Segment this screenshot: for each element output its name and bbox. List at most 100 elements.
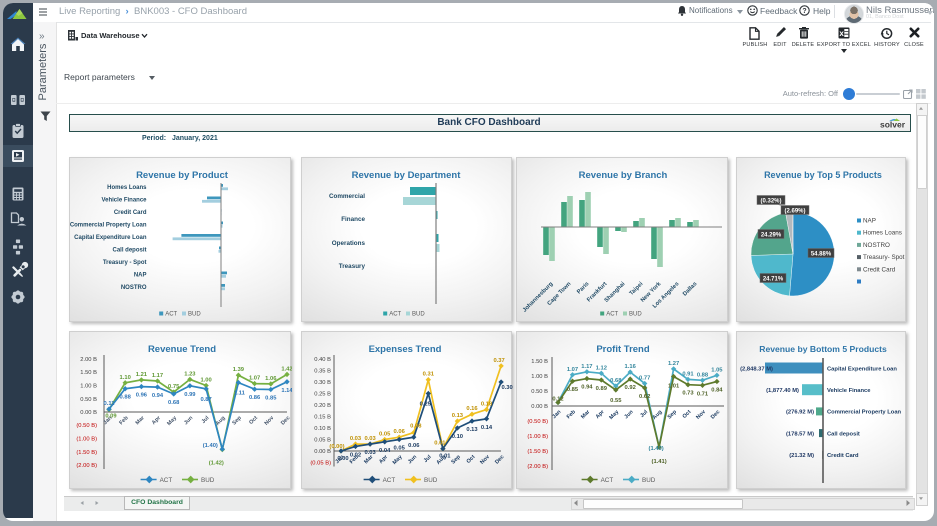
svg-text:Jan: Jan	[551, 409, 562, 420]
svg-text:Credit Card: Credit Card	[863, 266, 896, 273]
svg-text:0.00: 0.00	[337, 456, 348, 462]
svg-text:1.10: 1.10	[120, 375, 131, 381]
svg-text:Dallas: Dallas	[682, 281, 698, 297]
svg-text:(0.00): (0.00)	[329, 444, 344, 450]
svg-text:(2,848.37 M): (2,848.37 M)	[740, 366, 773, 372]
svg-text:Revenue by Bottom 5 Products: Revenue by Bottom 5 Products	[759, 344, 887, 354]
svg-text:Johannesburg: Johannesburg	[522, 281, 555, 314]
svg-text:Homes Loans: Homes Loans	[107, 185, 147, 191]
svg-text:0.00 B: 0.00 B	[80, 410, 97, 416]
svg-text:1.00 B: 1.00 B	[531, 374, 548, 380]
svg-text:Feb: Feb	[566, 409, 578, 421]
svg-text:(1.40): (1.40)	[203, 443, 218, 449]
svg-text:0.73: 0.73	[682, 391, 694, 397]
svg-text:BUD: BUD	[201, 477, 215, 484]
svg-text:0.30: 0.30	[501, 385, 512, 391]
svg-text:Sep: Sep	[450, 454, 462, 466]
svg-text:0.87: 0.87	[200, 397, 211, 403]
svg-text:0.01: 0.01	[434, 441, 446, 447]
svg-text:Jan: Jan	[334, 454, 345, 465]
svg-text:Apr: Apr	[151, 415, 163, 427]
svg-text:Operations: Operations	[332, 240, 366, 247]
svg-text:0.86: 0.86	[249, 395, 261, 401]
svg-text:0.40 B: 0.40 B	[314, 357, 331, 363]
svg-text:1.42: 1.42	[281, 366, 292, 372]
svg-text:(21.32 M): (21.32 M)	[789, 453, 814, 459]
svg-text:Oct: Oct	[466, 454, 477, 465]
svg-text:May: May	[166, 415, 178, 427]
svg-text:NAP: NAP	[134, 273, 147, 279]
svg-text:Jun: Jun	[183, 415, 195, 427]
svg-text:0.00 B: 0.00 B	[314, 449, 331, 455]
svg-text:1.21: 1.21	[136, 372, 148, 378]
svg-text:Commercial: Commercial	[329, 193, 365, 200]
svg-text:Vehicle Finance: Vehicle Finance	[827, 388, 871, 394]
svg-text:0.75: 0.75	[168, 384, 180, 390]
svg-text:0.85: 0.85	[265, 396, 277, 402]
svg-text:1.50 B: 1.50 B	[531, 359, 548, 365]
svg-text:Paris: Paris	[576, 281, 590, 295]
svg-text:1.07: 1.07	[249, 376, 260, 382]
svg-text:1.17: 1.17	[152, 373, 163, 379]
svg-text:Aug: Aug	[215, 415, 227, 427]
svg-text:0.68: 0.68	[168, 400, 180, 406]
svg-text:0.10 B: 0.10 B	[314, 426, 331, 432]
svg-text:Capital Expenditure Loan: Capital Expenditure Loan	[827, 366, 897, 372]
svg-text:Mar: Mar	[580, 409, 592, 421]
svg-text:0.50 B: 0.50 B	[80, 397, 97, 403]
svg-text:0.04: 0.04	[379, 448, 391, 454]
svg-text:0.10: 0.10	[452, 434, 463, 440]
svg-text:solver: solver	[880, 120, 906, 130]
svg-text:ACT: ACT	[160, 477, 173, 484]
svg-text:0.08: 0.08	[410, 424, 422, 430]
svg-text:(0.50 B): (0.50 B)	[76, 423, 97, 429]
svg-text:Expenses Trend: Expenses Trend	[369, 344, 442, 355]
svg-text:(0.32%): (0.32%)	[760, 198, 781, 204]
svg-text:(2.69%): (2.69%)	[784, 208, 805, 214]
svg-text:Jun: Jun	[623, 409, 635, 421]
svg-text:1.00 B: 1.00 B	[80, 384, 97, 390]
svg-text:Credit Card: Credit Card	[114, 210, 147, 216]
svg-text:May: May	[608, 409, 620, 421]
svg-text:1.27: 1.27	[668, 361, 679, 367]
svg-text:0.91: 0.91	[682, 371, 694, 377]
svg-text:Treasury: Treasury	[339, 263, 366, 270]
svg-text:0.20 B: 0.20 B	[314, 403, 331, 409]
svg-text:0.37: 0.37	[493, 358, 504, 364]
svg-text:BUD: BUD	[188, 312, 201, 318]
svg-text:0.96: 0.96	[136, 393, 148, 399]
svg-text:1.01: 1.01	[668, 384, 680, 390]
svg-text:0.14: 0.14	[481, 425, 493, 431]
svg-text:0.99: 0.99	[184, 392, 196, 398]
svg-text:0.00 B: 0.00 B	[531, 404, 548, 410]
svg-text:0.13: 0.13	[452, 413, 464, 419]
svg-text:ACT: ACT	[601, 477, 614, 484]
svg-text:(1.42): (1.42)	[209, 461, 224, 467]
svg-text:1.14: 1.14	[281, 388, 292, 394]
svg-text:Mar: Mar	[363, 454, 375, 466]
svg-text:Nov: Nov	[479, 454, 491, 466]
svg-text:0.84: 0.84	[711, 388, 723, 394]
svg-text:Commercial Property Loan: Commercial Property Loan	[827, 410, 902, 416]
svg-text:Finance: Finance	[341, 216, 365, 223]
svg-text:Feb: Feb	[118, 415, 130, 427]
svg-text:(1.40): (1.40)	[649, 446, 664, 452]
svg-text:0.06: 0.06	[394, 429, 406, 435]
svg-text:Dec: Dec	[280, 415, 291, 426]
svg-text:0.16: 0.16	[466, 406, 478, 412]
svg-text:(1,877.40 M): (1,877.40 M)	[766, 388, 799, 394]
svg-text:Treasury- Spot: Treasury- Spot	[863, 254, 905, 261]
svg-text:1.11: 1.11	[234, 391, 246, 397]
svg-text:Revenue by Product: Revenue by Product	[136, 170, 229, 181]
svg-text:2.00 B: 2.00 B	[80, 357, 97, 363]
svg-text:?: ?	[802, 8, 806, 15]
svg-text:(1.50 B): (1.50 B)	[527, 449, 548, 455]
svg-text:Jul: Jul	[639, 409, 649, 419]
svg-text:0.50 B: 0.50 B	[531, 389, 548, 395]
svg-text:0.18: 0.18	[481, 402, 493, 408]
svg-text:x: x	[839, 29, 844, 38]
svg-text:BUD: BUD	[642, 477, 656, 484]
svg-text:0.71: 0.71	[697, 391, 709, 397]
svg-text:Jun: Jun	[407, 454, 419, 466]
svg-text:Oct: Oct	[248, 415, 259, 426]
